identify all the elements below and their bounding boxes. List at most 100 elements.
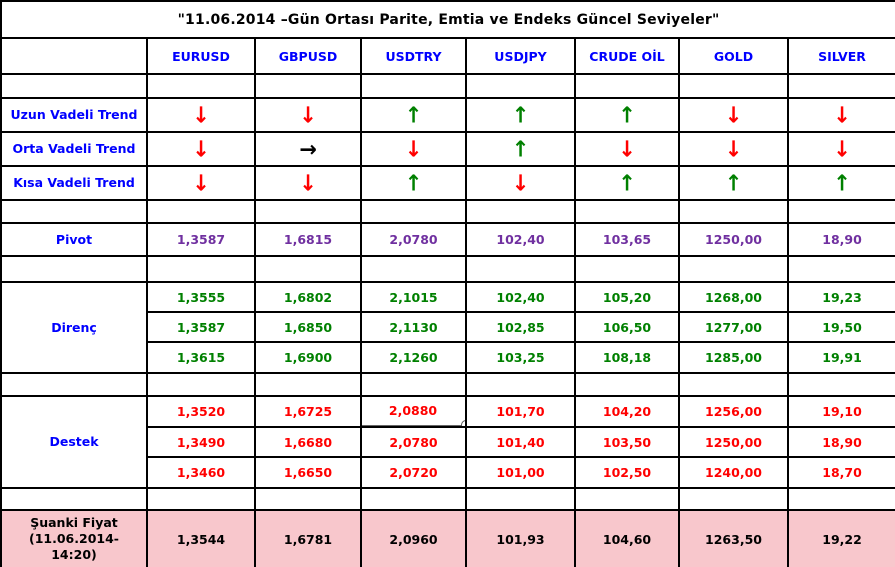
row-label-pivot: Pivot bbox=[0, 222, 148, 257]
current-price-cell: 104,60 bbox=[574, 509, 680, 567]
support-value-cell: 1,6680 bbox=[254, 426, 362, 458]
support-value-cell: 2,0780 bbox=[360, 426, 467, 458]
empty-cell bbox=[146, 487, 256, 511]
trend-arrow-cell: ↑ bbox=[360, 97, 467, 133]
empty-cell bbox=[360, 199, 467, 224]
support-row-3: 1,3460 1,6650 2,0720 101,00 102,50 1240,… bbox=[1, 456, 895, 489]
trend-arrow-cell: ↓ bbox=[254, 97, 362, 133]
empty-cell bbox=[360, 487, 467, 511]
empty-cell bbox=[0, 372, 148, 397]
corner-cell bbox=[0, 37, 148, 75]
resistance-value-cell: 1277,00 bbox=[678, 311, 789, 343]
resistance-value-cell: 1,3615 bbox=[146, 341, 256, 374]
pivot-value-cell: 18,90 bbox=[786, 222, 895, 257]
empty-cell bbox=[146, 73, 256, 99]
empty-cell bbox=[786, 372, 895, 397]
title-row: "11.06.2014 –Gün Ortası Parite, Emtia ve… bbox=[0, 0, 895, 39]
up-arrow-icon: ↑ bbox=[404, 169, 423, 196]
trend-arrow-cell: ↓ bbox=[574, 131, 680, 167]
down-arrow-icon: ↓ bbox=[299, 101, 317, 128]
resistance-value-cell: 102,40 bbox=[465, 281, 576, 313]
support-value-cell: 1,6650 bbox=[254, 456, 362, 489]
down-arrow-icon: ↓ bbox=[724, 135, 743, 162]
up-arrow-icon: ↑ bbox=[618, 101, 636, 128]
empty-cell bbox=[465, 372, 576, 397]
header-row: EURUSD GBPUSD USDTRY USDJPY CRUDE OİL GO… bbox=[0, 37, 895, 75]
current-price-row: Şuanki Fiyat (11.06.2014- 14:20) 1,3544 … bbox=[0, 509, 895, 567]
empty-cell bbox=[465, 199, 576, 224]
support-row-2: 1,3490 1,6680 2,0780 101,40 103,50 1250,… bbox=[1, 426, 895, 458]
resistance-value-cell: 2,1015 bbox=[360, 281, 467, 313]
down-arrow-icon: ↓ bbox=[404, 135, 423, 162]
resistance-value-cell: 1285,00 bbox=[678, 341, 789, 374]
pivot-value-cell: 103,65 bbox=[574, 222, 680, 257]
short-term-trend-row: Kısa Vadeli Trend ↓ ↓ ↑ ↓ ↑ ↑ ↑ bbox=[0, 165, 895, 201]
support-value-cell: 101,40 bbox=[465, 426, 576, 458]
empty-cell bbox=[786, 73, 895, 99]
support-value-cell: 102,50 bbox=[574, 456, 680, 489]
empty-cell bbox=[786, 487, 895, 511]
resistance-value-cell: 19,23 bbox=[786, 281, 895, 313]
pivot-row: Pivot 1,3587 1,6815 2,0780 102,40 103,65… bbox=[0, 222, 895, 257]
resistance-value-cell: 2,1130 bbox=[360, 311, 467, 343]
column-header-usdjpy: USDJPY bbox=[465, 37, 576, 75]
trend-arrow-cell: ↓ bbox=[254, 165, 362, 201]
empty-cell bbox=[0, 487, 148, 511]
trend-arrow-cell: ↑ bbox=[574, 165, 680, 201]
selection-handle-icon bbox=[461, 420, 464, 425]
current-price-cell: 1263,50 bbox=[678, 509, 789, 567]
empty-cell bbox=[678, 199, 789, 224]
spacer-row bbox=[0, 372, 895, 397]
empty-cell bbox=[574, 372, 680, 397]
empty-cell bbox=[574, 487, 680, 511]
empty-cell bbox=[574, 255, 680, 283]
resistance-row-3: 1,3615 1,6900 2,1260 103,25 108,18 1285,… bbox=[1, 341, 895, 374]
down-arrow-icon: ↓ bbox=[618, 135, 636, 162]
empty-cell bbox=[146, 255, 256, 283]
pivot-value-cell: 102,40 bbox=[465, 222, 576, 257]
support-value-cell: 104,20 bbox=[574, 395, 680, 428]
empty-cell bbox=[360, 372, 467, 397]
resistance-value-cell: 1,6802 bbox=[254, 281, 362, 313]
support-value-cell: 1,3490 bbox=[146, 426, 256, 458]
empty-cell bbox=[465, 73, 576, 99]
resistance-value-cell: 108,18 bbox=[574, 341, 680, 374]
support-value-cell: 1,3460 bbox=[146, 456, 256, 489]
down-arrow-icon: ↓ bbox=[192, 169, 210, 196]
long-term-trend-row: Uzun Vadeli Trend ↓ ↓ ↑ ↑ ↑ ↓ ↓ bbox=[0, 97, 895, 133]
support-value-cell-floating: 2,0880 bbox=[360, 395, 467, 428]
empty-cell bbox=[678, 487, 789, 511]
row-label-short-term-trend: Kısa Vadeli Trend bbox=[0, 165, 148, 201]
column-header-eurusd: EURUSD bbox=[146, 37, 256, 75]
row-label-current-price: Şuanki Fiyat (11.06.2014- 14:20) bbox=[0, 509, 148, 567]
resistance-value-cell: 2,1260 bbox=[360, 341, 467, 374]
column-header-usdtry: USDTRY bbox=[360, 37, 467, 75]
resistance-value-cell: 1268,00 bbox=[678, 281, 789, 313]
up-arrow-icon: ↑ bbox=[511, 101, 530, 128]
current-price-cell: 1,3544 bbox=[146, 509, 256, 567]
mid-term-trend-row: Orta Vadeli Trend ↓ → ↓ ↑ ↓ ↓ ↓ bbox=[0, 131, 895, 167]
down-arrow-icon: ↓ bbox=[299, 169, 317, 196]
support-value-cell: 1,6725 bbox=[254, 395, 362, 428]
floating-textbox: 2,0880 bbox=[363, 398, 464, 425]
up-arrow-icon: ↑ bbox=[618, 169, 636, 196]
empty-cell bbox=[360, 73, 467, 99]
empty-cell bbox=[254, 487, 362, 511]
support-value-cell: 18,70 bbox=[786, 456, 895, 489]
down-arrow-icon: ↓ bbox=[192, 135, 210, 162]
support-value-cell: 1250,00 bbox=[678, 426, 789, 458]
empty-cell bbox=[360, 255, 467, 283]
support-value-cell: 101,70 bbox=[465, 395, 576, 428]
support-value-cell: 18,90 bbox=[786, 426, 895, 458]
empty-cell bbox=[465, 487, 576, 511]
row-label-support: Destek bbox=[0, 395, 148, 489]
trend-arrow-cell: ↓ bbox=[360, 131, 467, 167]
up-arrow-icon: ↑ bbox=[833, 169, 851, 196]
trend-arrow-cell: ↓ bbox=[678, 97, 789, 133]
resistance-value-cell: 1,6900 bbox=[254, 341, 362, 374]
trend-arrow-cell: ↑ bbox=[786, 165, 895, 201]
trend-arrow-cell: ↑ bbox=[465, 131, 576, 167]
up-arrow-icon: ↑ bbox=[724, 169, 743, 196]
support-row-1: Destek 1,3520 1,6725 2,0880 101,70 104,2… bbox=[0, 395, 895, 489]
